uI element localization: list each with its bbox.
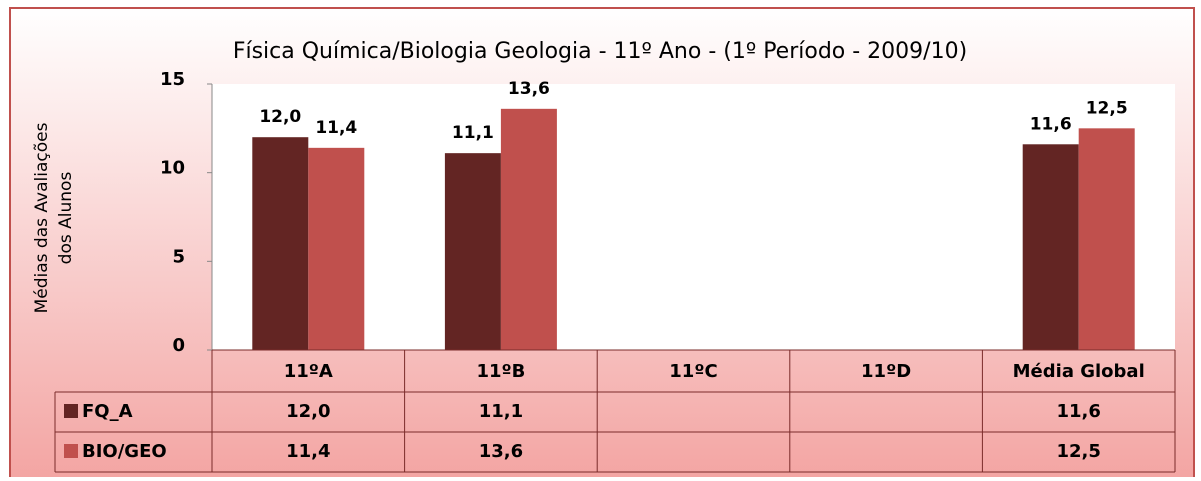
y-tick-label: 10 [160, 158, 185, 179]
bar [500, 108, 557, 351]
x-tick-label: 11ºA [284, 361, 333, 382]
y-axis-title-line: Médias das Avaliações [32, 122, 52, 313]
y-tick-label: 0 [172, 335, 185, 356]
bar [252, 137, 309, 350]
data-label: 13,6 [508, 79, 550, 99]
table-cell: 12,0 [286, 401, 330, 422]
data-label: 11,4 [315, 118, 357, 138]
y-tick-label: 15 [160, 69, 185, 90]
table-cell: 11,1 [479, 401, 523, 422]
x-tick-label: Média Global [1013, 361, 1145, 382]
table-cell: 11,4 [286, 441, 330, 462]
table-cell: 11,6 [1056, 401, 1100, 422]
bar [1022, 144, 1079, 350]
legend-swatch [64, 444, 78, 458]
legend-label: FQ_A [82, 401, 133, 422]
y-axis-title: Médias das Avaliações dos Alunos [32, 122, 76, 313]
data-label: 12,5 [1086, 98, 1128, 118]
table-cell: 12,5 [1056, 441, 1100, 462]
y-axis-title-line: dos Alunos [56, 172, 76, 265]
x-tick-label: 11ºB [476, 361, 525, 382]
table-cell: 13,6 [479, 441, 523, 462]
chart-title: Física Química/Biologia Geologia - 11º A… [233, 39, 967, 64]
x-tick-label: 11ºD [861, 361, 911, 382]
data-label: 12,0 [259, 107, 301, 127]
y-tick-label: 5 [172, 246, 185, 267]
x-tick-label: 11ºC [669, 361, 717, 382]
plot-area [212, 84, 1175, 350]
bar [444, 153, 501, 350]
bar [1078, 128, 1135, 350]
data-label: 11,6 [1030, 114, 1072, 134]
legend-label: BIO/GEO [82, 441, 167, 462]
bar [308, 147, 365, 350]
data-label: 11,1 [452, 123, 494, 143]
legend-swatch [64, 404, 78, 418]
